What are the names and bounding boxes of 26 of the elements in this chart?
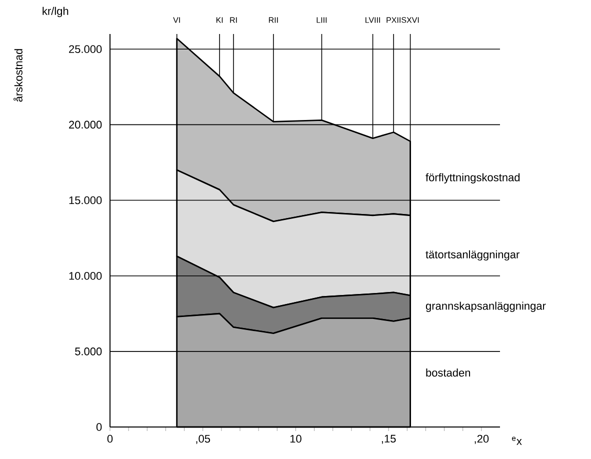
y-axis-title: årskostnad [13, 49, 22, 102]
ref-line-label: PXII [386, 17, 400, 23]
y-tick-label: 20.000 [69, 120, 102, 129]
ref-line-label: RII [268, 17, 278, 23]
x-tick-label: 0 [107, 434, 113, 443]
ref-line-label: VI [173, 17, 180, 23]
series-label: tätortsanläggningar [426, 250, 520, 261]
text: kr/lgh [42, 6, 68, 18]
y-tick-label: 15.000 [69, 196, 102, 204]
ref-line-label: RI [230, 17, 237, 23]
ref-line-label: LVIII [366, 17, 380, 23]
y-tick-label: 0 [96, 423, 102, 431]
series-label: förflyttningskostnad [426, 173, 520, 184]
x-tick-label: ,05 [196, 434, 210, 444]
y-tick-label: 10.000 [69, 272, 102, 280]
x-tick-label: ,15 [382, 434, 396, 444]
x-tick-label: 10 [290, 434, 302, 443]
ref-line-label: KI [216, 17, 223, 23]
x-axis-title: $^{e}$x [512, 436, 522, 445]
y-tick-label: 25.000 [69, 45, 102, 54]
x-tick-label: ,20 [474, 434, 489, 444]
series-label: bostaden [426, 368, 470, 377]
ref-line-label: LIII [316, 17, 327, 23]
ref-line-label: SXVI [402, 17, 419, 23]
series-label: grannskapsanläggningar [426, 302, 546, 312]
y-tick-label: 5.000 [75, 348, 102, 356]
